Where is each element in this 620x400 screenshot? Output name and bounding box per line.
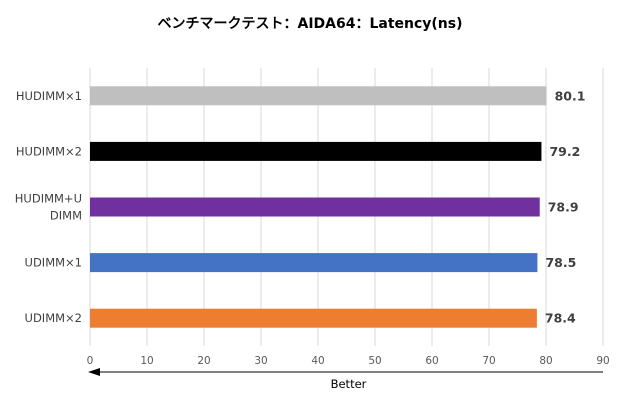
better-label: Better <box>331 377 367 391</box>
better-arrow-head <box>88 368 100 376</box>
x-tick-label-5: 50 <box>368 355 381 367</box>
category-label-1: HUDIMM×2 <box>16 144 82 158</box>
category-label-2-line-0: HUDIMM+U <box>15 192 82 206</box>
category-label-4-line-0: UDIMM×2 <box>25 311 82 325</box>
bar-1 <box>90 141 542 161</box>
category-label-2: HUDIMM+U DIMM <box>15 192 82 223</box>
value-label-0: 80.1 <box>555 88 586 103</box>
x-tick-label-2: 20 <box>197 355 210 367</box>
x-tick-label-0: 0 <box>87 355 94 367</box>
category-label-1-line-0: HUDIMM×2 <box>16 144 82 158</box>
category-label-0-line-0: HUDIMM×1 <box>16 89 82 103</box>
bar-3 <box>90 253 538 273</box>
bar-4 <box>90 308 537 328</box>
x-tick-label-3: 30 <box>254 355 267 367</box>
value-labels: 80.1 79.2 78.9 78.5 78.4 <box>545 88 586 325</box>
x-tick-label-1: 10 <box>140 355 153 367</box>
category-label-0: HUDIMM×1 <box>16 89 82 103</box>
better-annotation: Better <box>88 368 603 391</box>
category-label-4: UDIMM×2 <box>25 311 82 325</box>
value-label-3: 78.5 <box>545 255 576 270</box>
x-tick-labels: 0 10 20 30 40 50 60 70 80 90 <box>87 355 610 367</box>
x-tick-label-9: 90 <box>596 355 609 367</box>
category-label-2-line-1: DIMM <box>50 209 82 223</box>
bar-0 <box>90 86 547 106</box>
x-tick-label-6: 60 <box>425 355 438 367</box>
value-label-1: 79.2 <box>549 144 580 159</box>
x-tick-label-7: 70 <box>482 355 495 367</box>
category-label-3-line-0: UDIMM×1 <box>25 256 82 270</box>
chart-title: ベンチマークテスト：AIDA64：Latency(ns) <box>157 16 462 32</box>
category-labels: HUDIMM×1 HUDIMM×2 HUDIMM+U DIMM UDIMM×1 UDIMM… <box>15 89 82 325</box>
category-label-3: UDIMM×1 <box>25 256 82 270</box>
value-label-4: 78.4 <box>545 311 576 326</box>
bars <box>90 86 547 328</box>
bar-2 <box>90 197 540 217</box>
value-label-2: 78.9 <box>548 200 579 215</box>
x-tick-label-8: 80 <box>539 355 552 367</box>
x-tick-label-4: 40 <box>311 355 324 367</box>
